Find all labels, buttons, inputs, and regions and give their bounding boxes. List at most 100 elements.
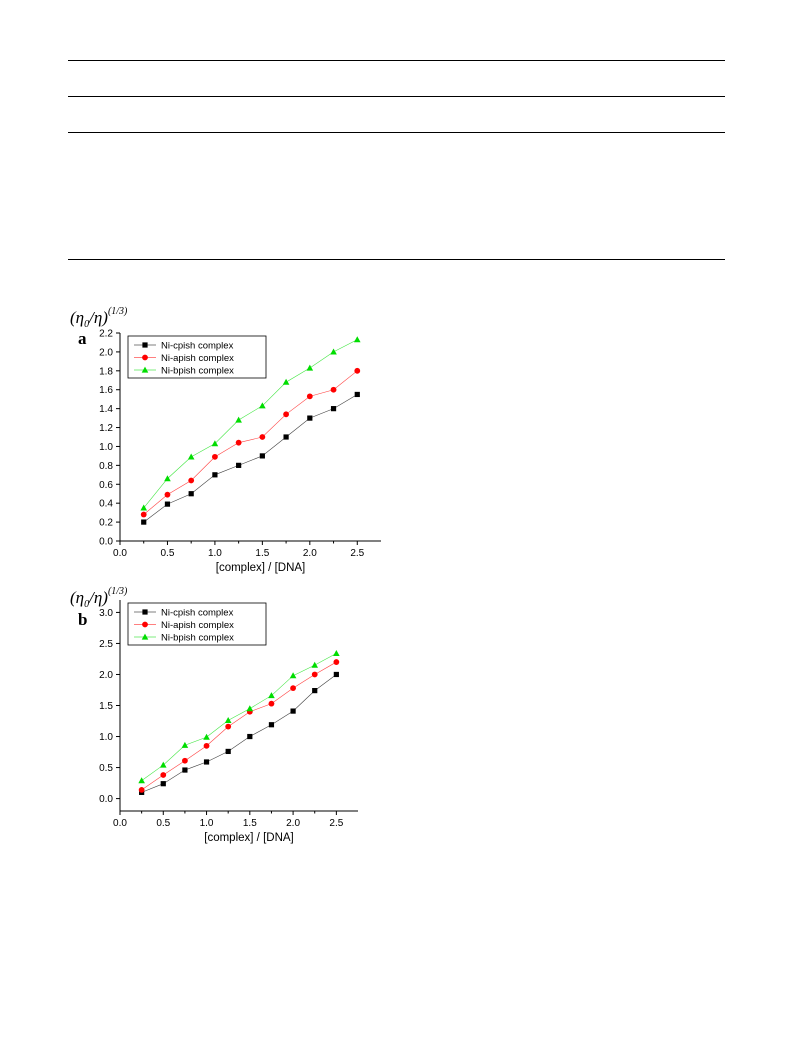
data-point [283,411,289,418]
data-point [187,453,195,460]
data-point [164,501,171,507]
y-tick-label: 1.0 [99,732,113,743]
y-tick-label: 1.6 [99,385,113,396]
data-point [212,472,218,478]
data-point [235,416,242,423]
x-tick-label: 0.0 [113,548,127,559]
data-point [333,649,340,656]
legend-marker [142,609,148,615]
y-tick-label: 3.0 [99,608,113,619]
series-line [143,339,358,509]
data-point [282,378,290,385]
y-tick-label: 2.0 [99,347,113,358]
data-point [188,477,195,484]
series-line [141,674,337,793]
data-point [330,406,337,412]
y-tick-label: 2.0 [99,670,113,681]
legend-entry: Ni-bpish complex [161,632,234,643]
table-rule-3 [68,132,725,133]
legend-marker [142,354,148,361]
series-line [141,653,337,781]
data-point [246,705,254,712]
table-rule-2 [68,96,725,97]
data-point [268,722,275,728]
data-point [283,434,289,440]
y-tick-label: 0.6 [99,480,113,491]
data-point [212,453,218,460]
x-tick-label: 1.5 [243,818,257,829]
data-point [306,364,314,371]
x-tick-label: 1.0 [208,548,222,559]
data-point [188,491,194,497]
legend-box [127,602,267,646]
data-point [211,440,219,447]
data-point [311,671,318,678]
series-line [143,370,358,515]
data-point [259,402,266,409]
data-point [311,661,319,668]
y-tick-label: 0.5 [99,763,113,774]
y-tick-label: 1.8 [99,366,113,377]
data-point [307,415,313,421]
data-point [225,723,232,730]
x-tick-label: 0.5 [156,818,170,829]
data-point [290,685,296,692]
legend-marker [141,633,149,640]
table-rule-4 [68,259,725,260]
legend-marker [142,621,148,628]
data-point [181,741,189,748]
y-tick-label: 0.2 [99,518,113,529]
data-point [333,671,339,678]
data-point [268,692,275,699]
y-axis-title: (η0/η)(1/3) [70,306,128,330]
y-tick-label: 0.0 [99,794,113,805]
x-tick-label: 2.0 [303,548,317,559]
data-point [289,672,297,679]
data-point [160,772,167,778]
data-point [236,462,242,468]
series-line [143,394,358,523]
data-point [140,504,148,511]
y-tick-label: 0.8 [99,461,113,472]
data-point [312,688,318,694]
legend-entry: Ni-cpish complex [161,340,234,351]
legend-box [127,335,267,379]
x-axis-title: [complex] / [DNA] [204,832,293,844]
legend-entry: Ni-apish complex [161,620,234,631]
y-tick-label: 1.4 [99,404,113,415]
x-tick-label: 0.0 [113,818,127,829]
data-point [160,781,166,787]
data-point [182,757,188,764]
data-point [141,519,147,525]
chart-panel-a: (η0/η)(1/3) a 0.0 0.5 1.0 1.5 2.0 2.5 0.0 0.2 0.… [70,306,381,574]
data-point [354,367,361,374]
series-line [141,661,337,791]
x-tick-label: 2.0 [286,818,300,829]
x-axis-title: [complex] / [DNA] [216,562,305,574]
x-tick-label: 2.5 [329,818,343,829]
data-point [159,761,167,768]
data-point [138,777,145,784]
data-point [164,475,171,482]
panel-letter: a [78,329,87,348]
data-point [330,386,337,393]
y-tick-label: 1.2 [99,423,113,434]
data-point [290,708,296,714]
y-axis-title: (η0/η)(1/3) [70,586,128,610]
data-point [203,759,210,765]
legend-marker [142,342,148,348]
data-point [353,336,361,343]
legend-marker [141,366,149,373]
data-point [247,733,253,740]
x-tick-label: 2.5 [350,548,364,559]
data-point [203,742,210,749]
data-point [138,787,145,793]
panel-letter: b [78,610,87,629]
data-point [354,391,360,398]
top-rule [68,60,725,61]
y-tick-label: 0.4 [99,499,113,510]
legend-entry: Ni-cpish complex [161,607,234,618]
y-tick-label: 1.5 [99,701,113,712]
data-point [140,511,147,518]
chart-panel-b: (η0/η)(1/3) b 0.0 0.5 1.0 1.5 2.0 2.5 0.0 0.5 1.… [70,586,358,844]
